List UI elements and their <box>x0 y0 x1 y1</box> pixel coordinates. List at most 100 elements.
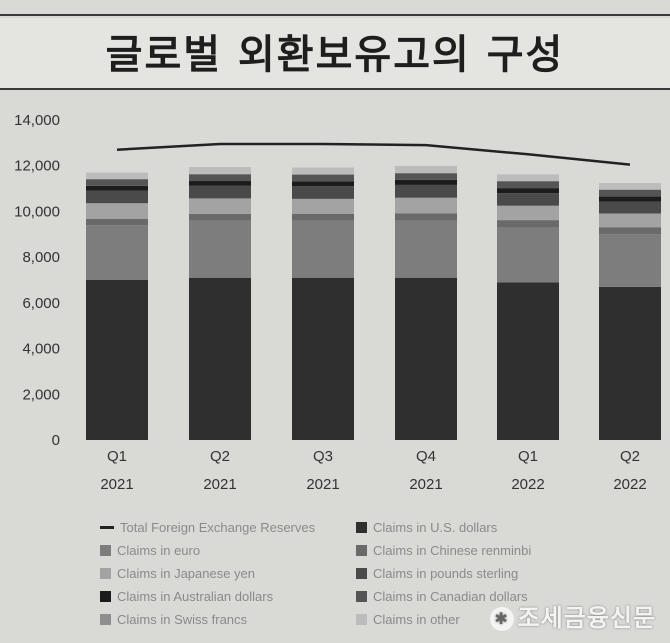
legend-swatch <box>100 568 111 579</box>
x-tick-year: 2022 <box>511 476 544 493</box>
bar-segment <box>395 173 457 180</box>
bar-segment <box>497 205 559 221</box>
legend-swatch <box>100 545 111 556</box>
bar-segment <box>395 184 457 198</box>
legend-label: Claims in Japanese yen <box>117 566 256 581</box>
total-reserves-line <box>116 142 631 166</box>
bar-segment <box>86 172 148 179</box>
legend-item: Claims in Canadian dollars <box>356 587 570 606</box>
bar-segment <box>189 277 251 440</box>
legend-label: Claims in Australian dollars <box>117 589 274 604</box>
bar-segment <box>86 185 148 191</box>
bar-segment <box>292 220 354 278</box>
legend-item: Claims in Swiss francs <box>100 610 356 629</box>
bar-segment <box>395 220 457 278</box>
x-tick-year: 2021 <box>306 476 339 493</box>
bar-segment <box>189 167 251 174</box>
x-tick-quarter: Q2 <box>210 448 230 465</box>
legend-label: Claims in pounds sterling <box>373 566 519 581</box>
bar-segment <box>86 225 148 280</box>
top-rule <box>0 14 670 16</box>
bar-segment <box>497 282 559 440</box>
y-tick-label: 2,000 <box>22 386 60 403</box>
bar-segment <box>395 165 457 173</box>
y-tick-label: 12,000 <box>14 158 60 175</box>
legend-label: Claims in other <box>373 612 460 627</box>
y-tick-label: 14,000 <box>14 112 60 129</box>
legend-label: Claims in U.S. dollars <box>373 520 498 535</box>
chart-legend: Total Foreign Exchange Reserves Claims in… <box>100 518 570 629</box>
x-tick-quarter: Q4 <box>416 448 436 465</box>
bar-segment <box>292 198 354 214</box>
legend-label: Claims in Canadian dollars <box>373 589 528 604</box>
bar-segment <box>599 227 661 235</box>
bar-segment <box>86 203 148 219</box>
chart-area: 0 2,000 4,000 6,000 8,000 10,000 12,000 14,000 Q… <box>14 112 661 493</box>
bar-segment <box>292 186 354 199</box>
legend-label: Claims in Swiss francs <box>117 612 248 627</box>
bar-segment <box>189 174 251 182</box>
bar-segment <box>599 189 661 197</box>
bar-segment <box>599 201 661 214</box>
bar-segment <box>599 213 661 228</box>
bar-segment <box>292 174 354 182</box>
legend-label: Total Foreign Exchange Reserves <box>120 520 316 535</box>
x-tick-quarter: Q3 <box>313 448 333 465</box>
legend-swatch <box>100 526 114 529</box>
y-tick-label: 4,000 <box>22 341 60 358</box>
legend-item: Claims in other <box>356 610 570 629</box>
bar-segment <box>599 196 661 202</box>
bar-segment <box>189 181 251 186</box>
bar-segment <box>497 188 559 194</box>
y-tick-label: 6,000 <box>22 295 60 312</box>
bar-segment <box>292 167 354 175</box>
bar-segment <box>292 213 354 221</box>
legend-item: Claims in Japanese yen <box>100 564 356 583</box>
bar-segment <box>189 213 251 221</box>
watermark-text: 조세금융신문 <box>517 604 656 632</box>
y-tick-label: 0 <box>52 432 60 449</box>
x-tick-quarter: Q1 <box>107 448 127 465</box>
y-tick-label: 10,000 <box>14 203 60 220</box>
bar-segment <box>189 220 251 278</box>
bar-segment <box>395 179 457 185</box>
legend-swatch <box>356 568 367 579</box>
x-tick-year: 2021 <box>409 476 442 493</box>
bar-segment <box>497 174 559 182</box>
watermark: ✱ 조세금융신문 <box>489 598 656 633</box>
legend-item: Claims in U.S. dollars <box>356 518 570 537</box>
chart-title: 글로벌 외환보유고의 구성 <box>105 32 565 78</box>
bar-segment <box>497 193 559 206</box>
legend-swatch <box>356 591 367 602</box>
legend-swatch <box>356 614 367 625</box>
bar-segment <box>86 179 148 186</box>
bar-segment <box>599 286 661 440</box>
x-tick-year: 2021 <box>100 476 133 493</box>
bar-segment <box>599 183 661 190</box>
bar-segment <box>599 234 661 287</box>
bar-segment <box>497 181 559 189</box>
legend-item: Total Foreign Exchange Reserves <box>100 518 356 537</box>
x-tick-quarter: Q1 <box>518 448 538 465</box>
legend-item: Claims in Australian dollars <box>100 587 356 606</box>
legend-swatch <box>100 591 111 602</box>
legend-label: Claims in euro <box>117 543 201 558</box>
legend-swatch <box>100 614 111 625</box>
bar-segment <box>497 227 559 283</box>
bar-segment <box>497 220 559 228</box>
title-band <box>0 18 670 90</box>
x-tick-year: 2021 <box>203 476 236 493</box>
bar-segment <box>189 185 251 199</box>
legend-item: Claims in euro <box>100 541 356 560</box>
x-tick-quarter: Q2 <box>620 448 640 465</box>
bar-segment <box>86 280 148 440</box>
x-tick-year: 2022 <box>613 476 646 493</box>
bar-segment <box>395 213 457 221</box>
bar-segment <box>395 277 457 440</box>
legend-item: Claims in Chinese renminbi <box>356 541 570 560</box>
bar-segment <box>395 197 457 214</box>
watermark-logo-icon: ✱ <box>489 607 514 631</box>
legend-swatch <box>356 545 367 556</box>
bar-segment <box>86 190 148 204</box>
bar-segment <box>86 218 148 226</box>
